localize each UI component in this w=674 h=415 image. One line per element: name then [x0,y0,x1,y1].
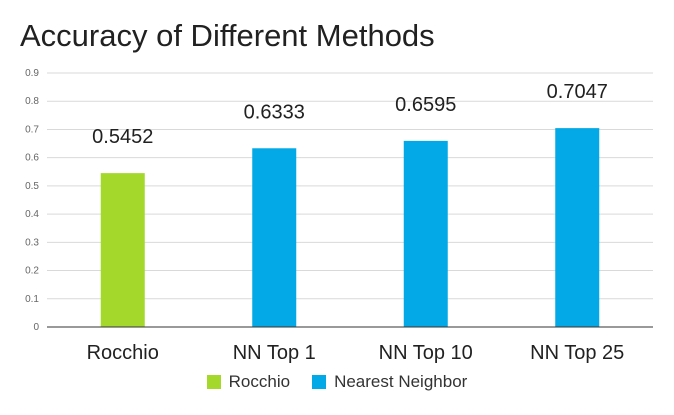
data-label: 0.7047 [547,81,608,103]
bars [100,128,600,327]
bar-rocchio [100,173,145,327]
y-tick-label: 0.7 [25,124,39,135]
bar-nn-top-10 [403,140,448,327]
bar-nn-top-1 [252,148,297,327]
x-tick-label: NN Top 1 [233,342,316,364]
data-label: 0.6333 [244,101,305,123]
bar-nn-top-25 [555,128,600,327]
y-tick-label: 0 [33,322,39,333]
y-tick-label: 0.6 [25,153,39,164]
gridlines [47,72,653,300]
y-tick-label: 0.9 [25,68,39,79]
x-tick-label: Rocchio [87,342,159,364]
data-labels: 0.5452 0.6333 0.6595 0.7047 [92,81,608,148]
data-label: 0.5452 [92,126,153,148]
x-tick-label: NN Top 25 [530,342,624,364]
x-axis-ticks: Rocchio NN Top 1 NN Top 10 NN Top 25 [87,342,625,364]
legend: Rocchio Nearest Neighbor [0,372,674,392]
legend-label-nearest-neighbor: Nearest Neighbor [334,372,468,391]
data-label: 0.6595 [395,94,456,116]
legend-item-rocchio: Rocchio [206,372,291,392]
y-tick-label: 0.3 [25,237,39,248]
y-tick-label: 0.5 [25,181,39,192]
legend-swatch-nearest-neighbor [312,375,327,389]
y-tick-label: 0.4 [25,209,39,220]
legend-swatch-rocchio [206,375,221,389]
legend-item-nearest-neighbor: Nearest Neighbor [312,372,467,392]
y-axis-ticks: 0 0.1 0.2 0.3 0.4 0.5 0.6 0.7 0.8 0.9 [25,68,39,333]
chart-title: Accuracy of Different Methods [20,18,435,53]
y-tick-label: 0.1 [25,294,39,305]
y-tick-label: 0.8 [25,96,39,107]
x-tick-label: NN Top 10 [379,342,473,364]
y-tick-label: 0.2 [25,266,39,277]
legend-label-rocchio: Rocchio [228,372,291,391]
